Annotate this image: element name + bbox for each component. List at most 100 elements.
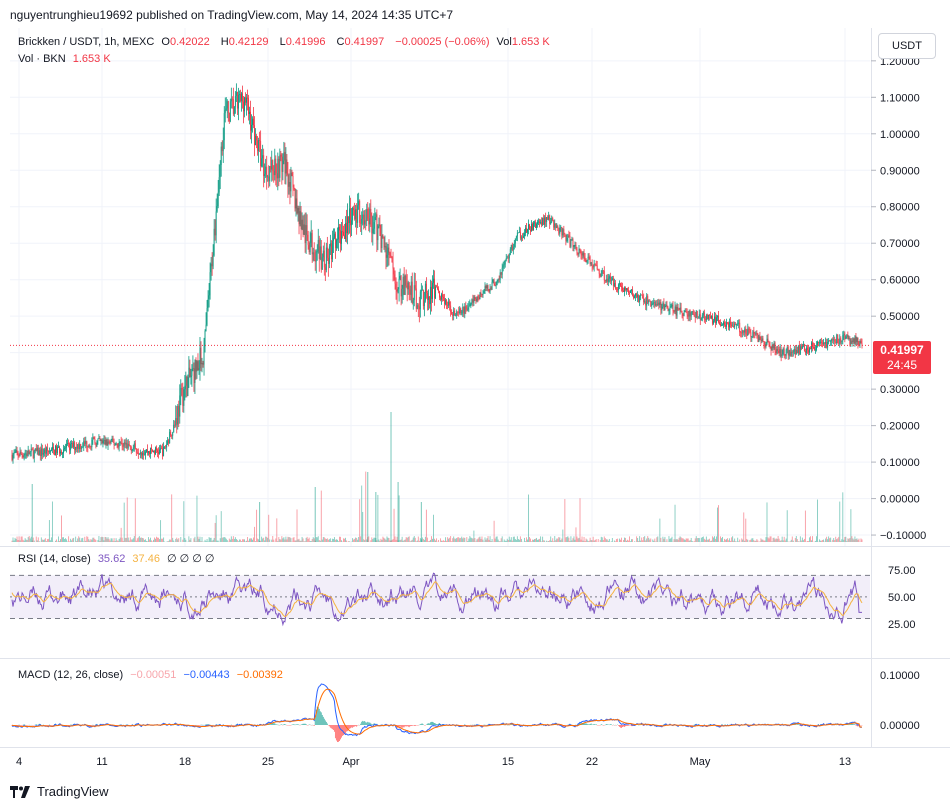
candle-body <box>139 452 141 455</box>
candle-body <box>167 440 169 445</box>
candle-body <box>725 324 727 327</box>
volume-bar <box>738 541 740 542</box>
candle-body <box>487 285 489 290</box>
candle-body <box>53 449 55 455</box>
candle-body <box>816 345 817 350</box>
volume-bar <box>728 540 730 542</box>
candle-body <box>365 220 367 222</box>
volume-bar <box>602 539 604 542</box>
candle-body <box>638 294 640 302</box>
candle-body <box>392 262 394 269</box>
volume-bar <box>40 537 42 542</box>
volume-bar <box>653 540 655 542</box>
candle-body <box>525 227 527 233</box>
volume-bar <box>765 537 767 542</box>
candle-body <box>295 198 297 209</box>
macd-histogram-bar <box>368 722 370 725</box>
volume-bar <box>707 539 709 542</box>
candle-body <box>264 174 266 177</box>
candle-body <box>161 448 163 450</box>
footer-brand[interactable]: TradingView <box>10 784 109 799</box>
candle-body <box>123 442 125 447</box>
currency-unit-button[interactable]: USDT <box>878 33 936 59</box>
candle-body <box>186 376 188 397</box>
candle-body <box>553 220 555 228</box>
macd-histogram-bar <box>606 724 608 725</box>
candle-body <box>225 108 227 110</box>
candle-body <box>567 235 569 239</box>
candle-body <box>125 442 127 445</box>
volume-bar <box>671 536 673 542</box>
candle-body <box>494 283 496 286</box>
volume-bar <box>48 520 50 542</box>
candle-body <box>635 293 637 297</box>
candle-body <box>254 125 256 146</box>
candle-body <box>581 254 583 256</box>
volume-bar <box>143 539 145 542</box>
macd-histogram-bar <box>346 725 347 732</box>
candle-body <box>278 158 280 178</box>
candle-body <box>314 260 316 262</box>
candle-body <box>520 237 522 239</box>
volume-bar <box>749 540 751 542</box>
candle-body <box>666 304 668 308</box>
volume-bar <box>303 541 305 542</box>
candle-body <box>192 368 194 370</box>
candle-body <box>438 288 439 292</box>
candle-body <box>42 452 44 455</box>
volume-bar <box>454 538 456 542</box>
candle-body <box>366 208 368 221</box>
volume-bar <box>112 540 114 542</box>
macd-histogram-bar <box>292 724 294 725</box>
macd-histogram-bar <box>857 725 859 727</box>
tradingview-logo-icon <box>10 785 30 798</box>
candle-body <box>101 439 103 443</box>
volume-bar <box>89 540 91 542</box>
volume-bar <box>178 538 180 542</box>
candle-body <box>492 279 494 282</box>
price-chart[interactable]: 1.200001.100001.000000.900000.800000.700… <box>0 28 950 548</box>
candle-body <box>729 321 731 328</box>
volume-bar <box>235 539 237 542</box>
candle-body <box>173 424 175 433</box>
candle-body <box>286 159 288 175</box>
candle-body <box>576 248 578 254</box>
macd-histogram-bar <box>401 725 403 728</box>
volume-bar <box>544 540 546 542</box>
candle-body <box>750 332 752 337</box>
candle-body <box>622 287 623 291</box>
volume-bar <box>393 508 395 542</box>
volume-bar <box>690 537 692 542</box>
volume-bar <box>557 538 559 542</box>
symbol-label[interactable]: Brickken / USDT, 1h, MEXC <box>18 36 155 48</box>
volume-bar <box>670 538 672 542</box>
time-axis[interactable]: 4 11 18 25 Apr 15 22 May 13 <box>0 747 950 777</box>
candle-body <box>422 289 424 307</box>
candle-body <box>855 336 857 343</box>
volume-bar <box>637 537 639 542</box>
volume-bar <box>569 540 571 542</box>
candle-body <box>62 453 63 454</box>
pane-separator[interactable] <box>0 658 950 659</box>
candle-body <box>449 301 451 306</box>
candle-body <box>569 235 571 247</box>
candle-body <box>60 451 61 454</box>
macd-histogram-bar <box>344 725 345 735</box>
candle-body <box>215 211 217 236</box>
volume-bar <box>419 538 421 542</box>
candle-body <box>660 302 662 311</box>
volume-bar <box>81 538 83 542</box>
volume-bar <box>520 538 522 542</box>
candle-body <box>814 346 815 350</box>
pane-separator[interactable] <box>0 546 950 547</box>
candle-body <box>393 268 395 275</box>
candle-body <box>583 252 585 257</box>
candle-body <box>759 336 761 340</box>
volume-bar <box>331 538 333 542</box>
candle-body <box>304 224 306 243</box>
volume-bar <box>849 537 851 542</box>
macd-histogram-bar <box>851 723 853 725</box>
volume-bar <box>58 536 59 542</box>
